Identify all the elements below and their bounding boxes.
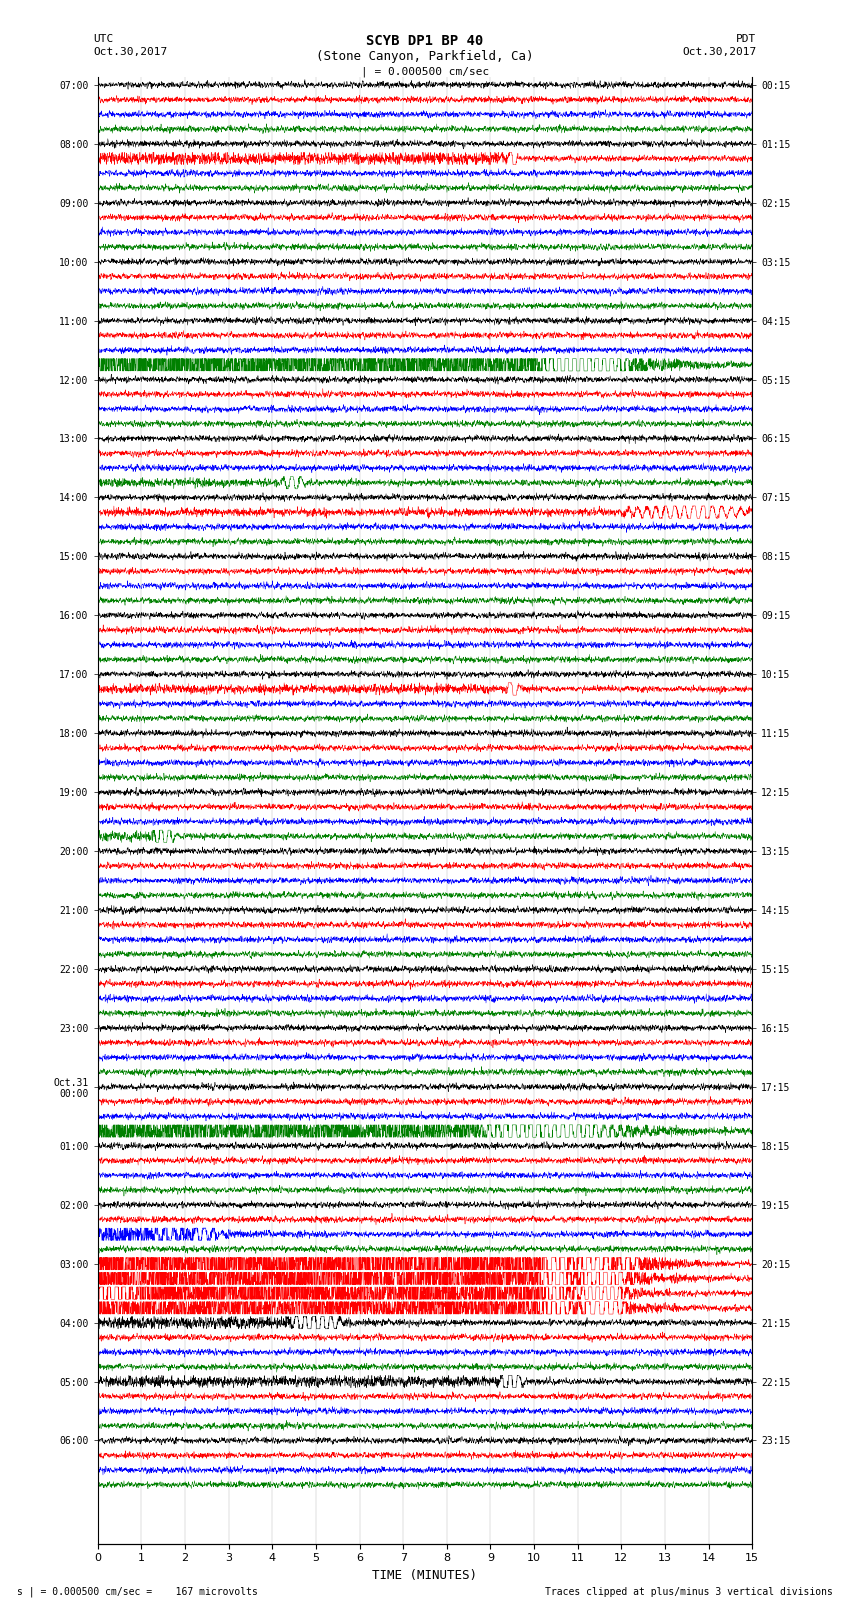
Text: Traces clipped at plus/minus 3 vertical divisions: Traces clipped at plus/minus 3 vertical … <box>545 1587 833 1597</box>
Text: Oct.30,2017: Oct.30,2017 <box>683 47 756 56</box>
Text: SCYB DP1 BP 40: SCYB DP1 BP 40 <box>366 34 484 48</box>
Text: s | = 0.000500 cm/sec =    167 microvolts: s | = 0.000500 cm/sec = 167 microvolts <box>17 1586 258 1597</box>
Text: | = 0.000500 cm/sec: | = 0.000500 cm/sec <box>361 66 489 77</box>
Text: Oct.30,2017: Oct.30,2017 <box>94 47 167 56</box>
Text: UTC: UTC <box>94 34 114 44</box>
Text: (Stone Canyon, Parkfield, Ca): (Stone Canyon, Parkfield, Ca) <box>316 50 534 63</box>
X-axis label: TIME (MINUTES): TIME (MINUTES) <box>372 1569 478 1582</box>
Text: PDT: PDT <box>736 34 756 44</box>
